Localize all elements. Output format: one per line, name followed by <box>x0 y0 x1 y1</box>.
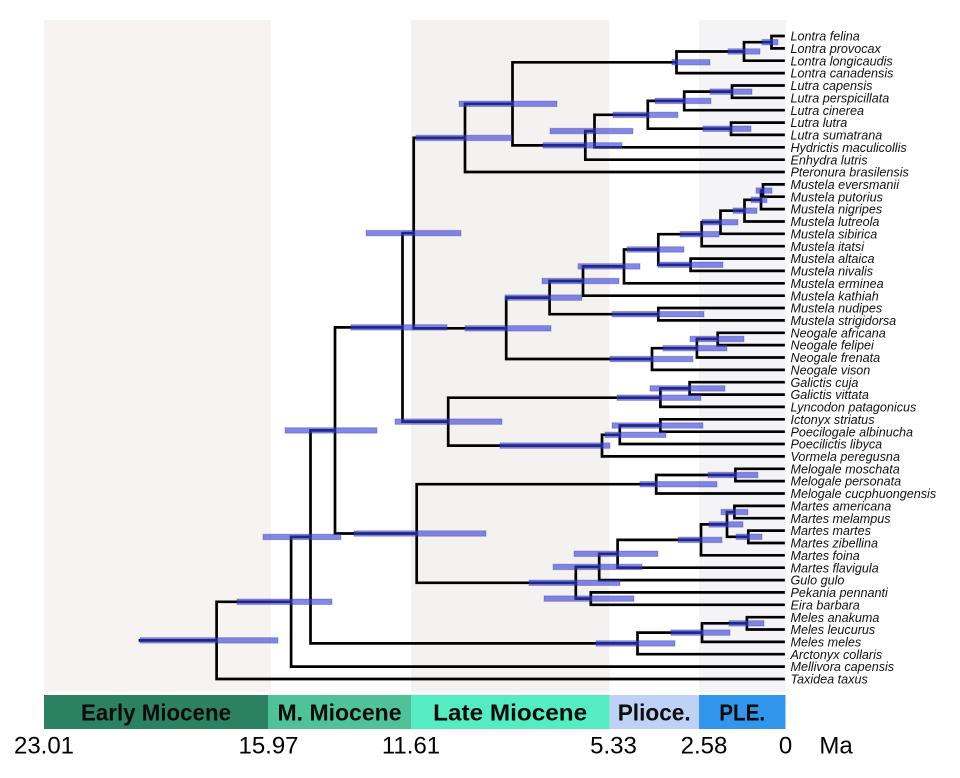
svg-text:Poecilogale albinucha: Poecilogale albinucha <box>791 425 914 439</box>
svg-text:Early Miocene: Early Miocene <box>81 699 231 725</box>
svg-text:Lontra provocax: Lontra provocax <box>791 42 882 56</box>
svg-text:Martes zibellina: Martes zibellina <box>791 537 879 551</box>
svg-text:Neogale africana: Neogale africana <box>791 326 886 340</box>
svg-text:M. Miocene: M. Miocene <box>278 699 402 725</box>
svg-text:Martes flavigula: Martes flavigula <box>791 561 879 575</box>
svg-text:Plioce.: Plioce. <box>618 699 691 725</box>
svg-text:Pteronura brasilensis: Pteronura brasilensis <box>791 166 910 180</box>
svg-text:Mustela itatsi: Mustela itatsi <box>791 240 866 254</box>
svg-text:Meles leucurus: Meles leucurus <box>791 623 876 637</box>
svg-text:Mustela nudipes: Mustela nudipes <box>791 302 883 316</box>
svg-text:Mustela nigripes: Mustela nigripes <box>791 203 883 217</box>
svg-text:Lontra canadensis: Lontra canadensis <box>791 67 895 81</box>
svg-text:Mustela kathiah: Mustela kathiah <box>791 289 879 303</box>
svg-text:Late Miocene: Late Miocene <box>433 699 587 725</box>
svg-text:Mustela eversmanii: Mustela eversmanii <box>791 178 901 192</box>
svg-text:Galictis vittata: Galictis vittata <box>791 388 869 402</box>
svg-text:Martes melampus: Martes melampus <box>791 512 892 526</box>
svg-text:Hydrictis maculicollis: Hydrictis maculicollis <box>791 141 908 155</box>
svg-text:Lyncodon patagonicus: Lyncodon patagonicus <box>791 401 918 415</box>
svg-text:Meles anakuma: Meles anakuma <box>791 611 880 625</box>
svg-text:5.33: 5.33 <box>590 733 637 760</box>
svg-text:Arctonyx collaris: Arctonyx collaris <box>790 648 883 662</box>
svg-text:Galictis cuja: Galictis cuja <box>791 376 859 390</box>
svg-text:Melogale moschata: Melogale moschata <box>791 462 900 476</box>
svg-text:Meles meles: Meles meles <box>791 635 862 649</box>
svg-text:Neogale felipei: Neogale felipei <box>791 339 876 353</box>
svg-text:Lutra lutra: Lutra lutra <box>791 116 848 130</box>
svg-text:Mustela erminea: Mustela erminea <box>791 277 884 291</box>
svg-text:Enhydra lutris: Enhydra lutris <box>791 153 869 167</box>
svg-text:23.01: 23.01 <box>14 733 74 760</box>
svg-text:Mustela nivalis: Mustela nivalis <box>791 265 874 279</box>
svg-text:Lontra longicaudis: Lontra longicaudis <box>791 54 894 68</box>
svg-text:Taxidea taxus: Taxidea taxus <box>791 673 869 687</box>
svg-text:15.97: 15.97 <box>238 733 298 760</box>
svg-text:Ma: Ma <box>819 733 853 760</box>
svg-text:Neogale frenata: Neogale frenata <box>791 351 881 365</box>
svg-text:Melogale personata: Melogale personata <box>791 475 902 489</box>
svg-text:Mustela putorius: Mustela putorius <box>791 190 884 204</box>
svg-text:Eira barbara: Eira barbara <box>791 598 860 612</box>
svg-text:Martes martes: Martes martes <box>791 524 872 538</box>
svg-text:Martes americana: Martes americana <box>791 499 892 513</box>
svg-text:Lontra felina: Lontra felina <box>791 30 860 44</box>
svg-text:Poecilictis libyca: Poecilictis libyca <box>791 438 883 452</box>
svg-text:0: 0 <box>779 733 792 760</box>
svg-text:Martes foina: Martes foina <box>791 549 860 563</box>
svg-text:Vormela peregusna: Vormela peregusna <box>791 450 900 464</box>
svg-text:Gulo gulo: Gulo gulo <box>791 574 845 588</box>
svg-text:Neogale vison: Neogale vison <box>791 363 871 377</box>
svg-text:11.61: 11.61 <box>382 733 440 760</box>
svg-text:Mustela lutreola: Mustela lutreola <box>791 215 880 229</box>
svg-text:Lutra cinerea: Lutra cinerea <box>791 104 865 118</box>
svg-text:Ictonyx striatus: Ictonyx striatus <box>791 413 876 427</box>
svg-text:Lutra perspicillata: Lutra perspicillata <box>791 91 890 105</box>
svg-text:Lutra sumatrana: Lutra sumatrana <box>791 129 883 143</box>
svg-text:Pekania pennanti: Pekania pennanti <box>791 586 890 600</box>
svg-text:2.58: 2.58 <box>681 733 728 760</box>
svg-text:Mellivora capensis: Mellivora capensis <box>791 660 895 674</box>
svg-text:Mustela strigidorsa: Mustela strigidorsa <box>791 314 897 328</box>
svg-text:Mustela altaica: Mustela altaica <box>791 252 875 266</box>
svg-text:Melogale cucphuongensis: Melogale cucphuongensis <box>791 487 937 501</box>
svg-text:Mustela sibirica: Mustela sibirica <box>791 227 878 241</box>
svg-text:PLE.: PLE. <box>719 699 765 725</box>
svg-text:Lutra capensis: Lutra capensis <box>791 79 874 93</box>
